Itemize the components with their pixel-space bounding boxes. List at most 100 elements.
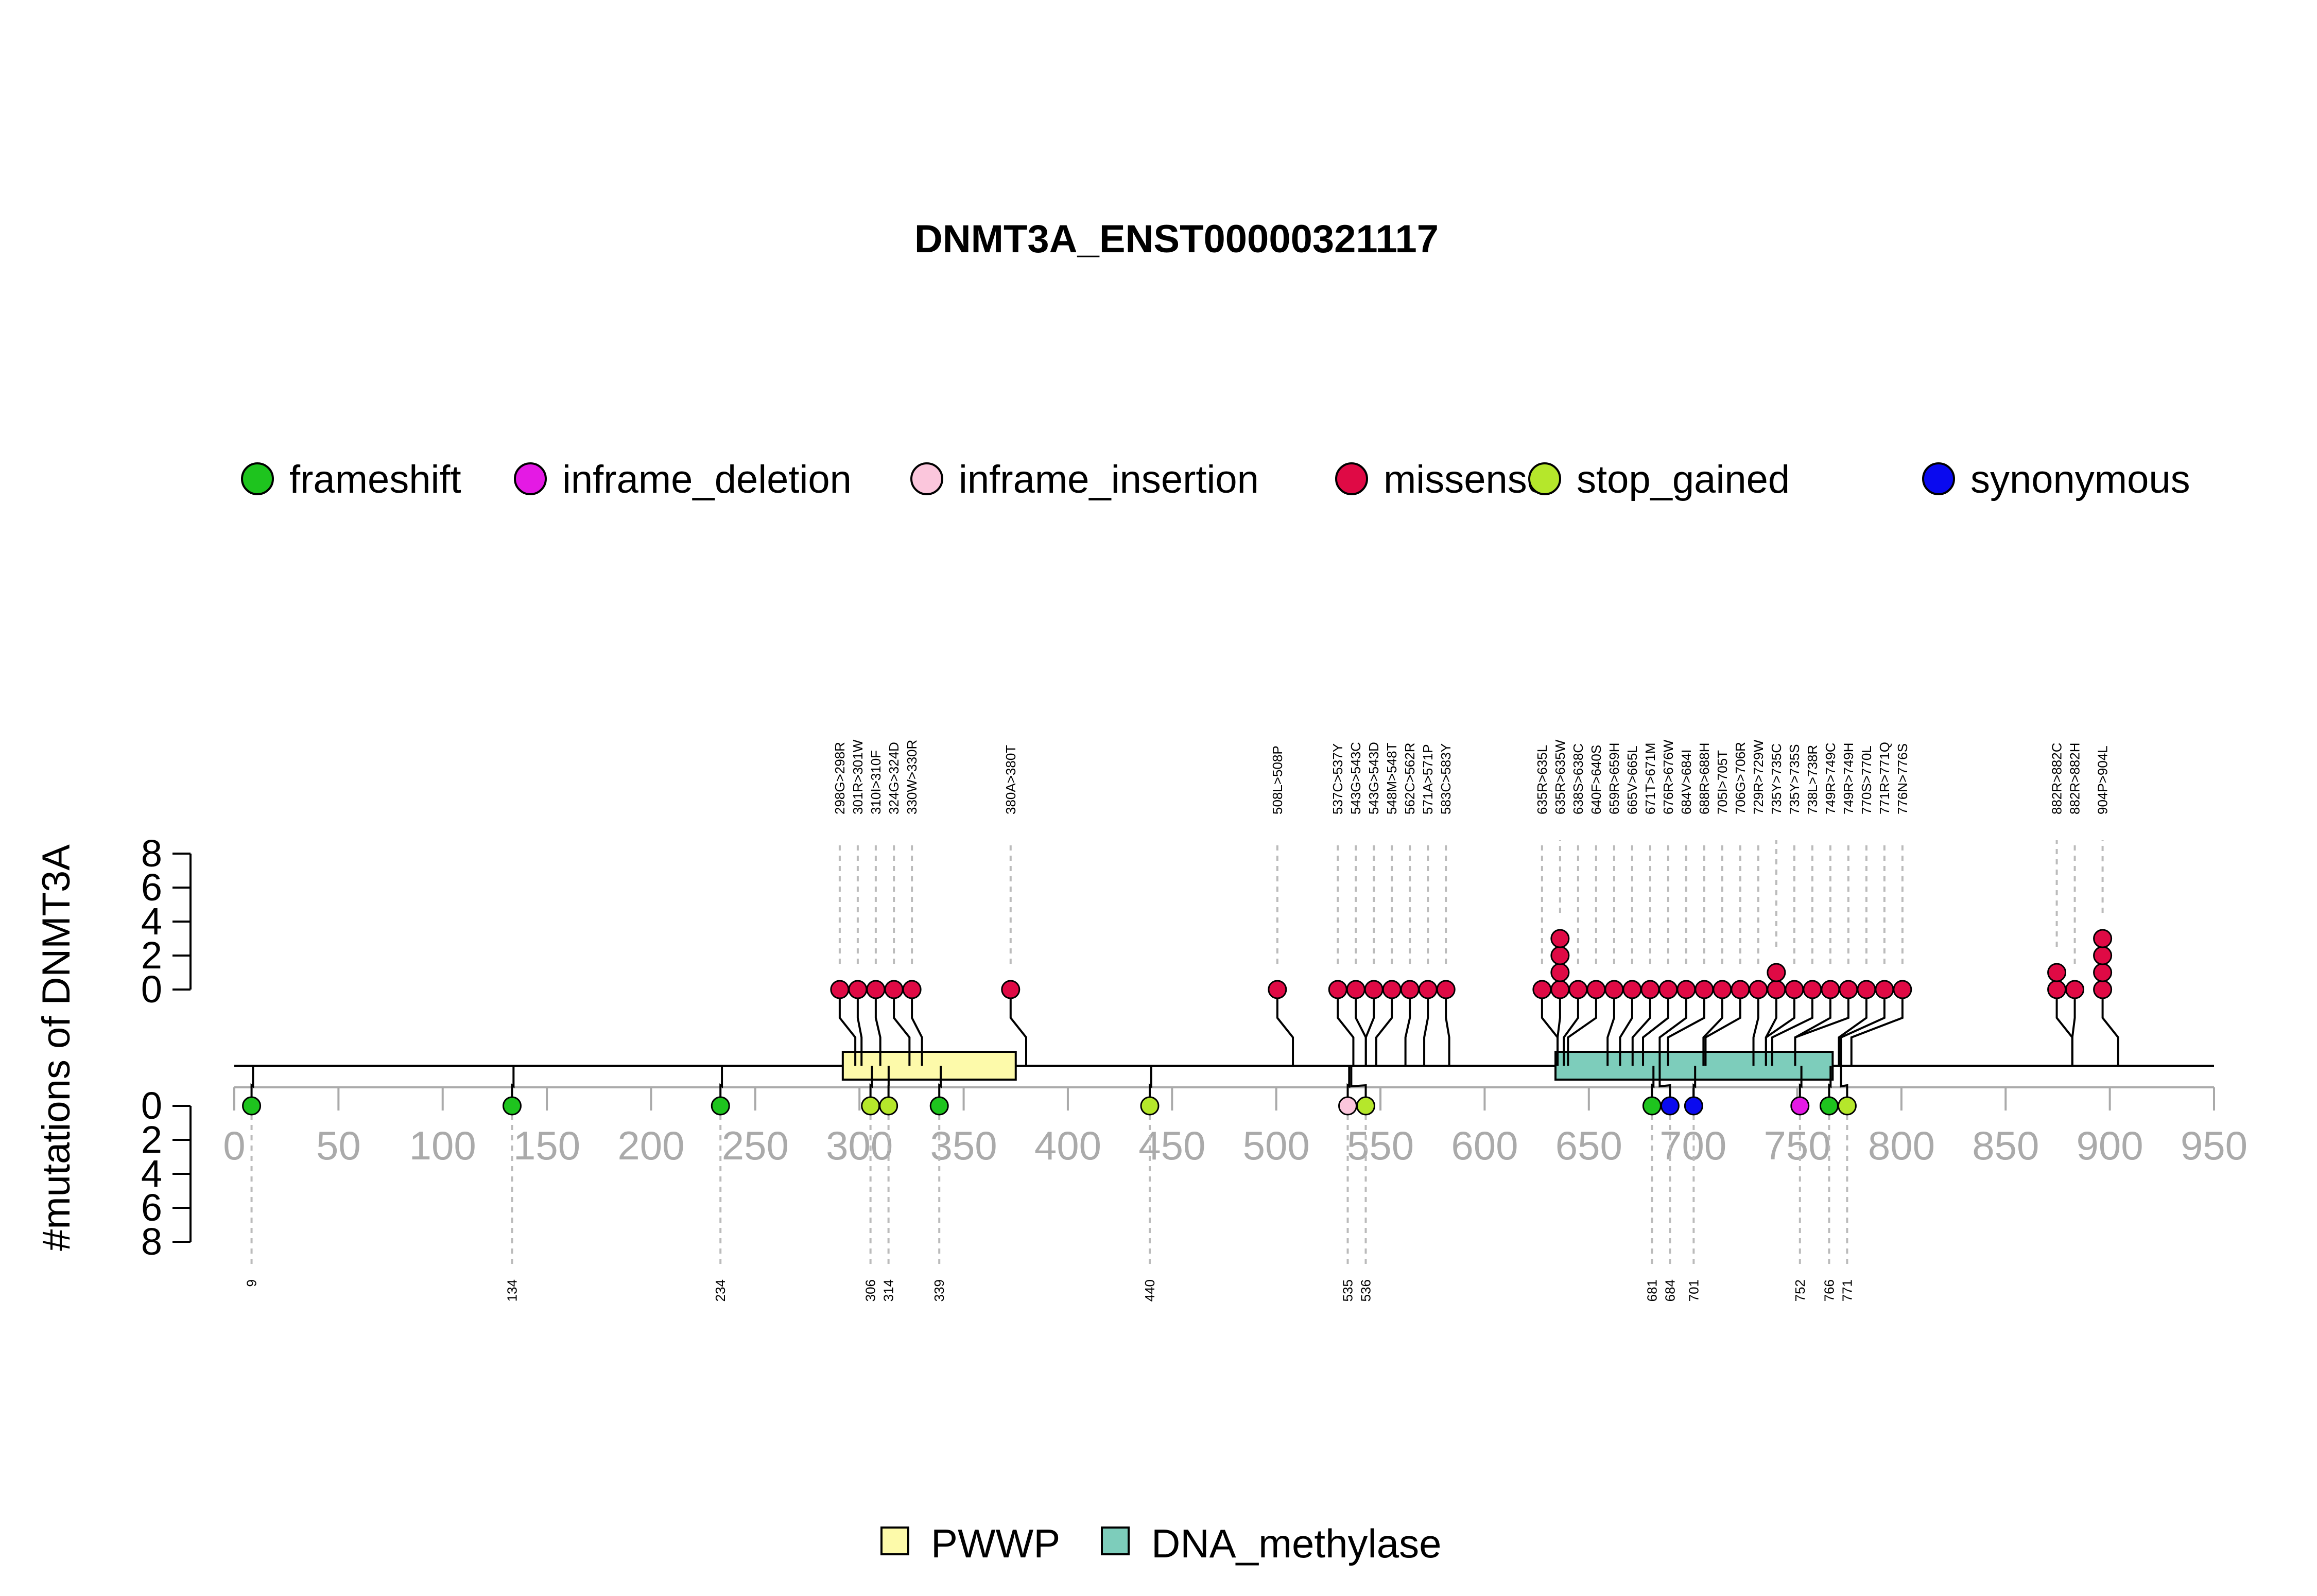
top-mutation-380a-380t: 380A>380T xyxy=(1001,745,1027,1066)
x-tick-label-250: 250 xyxy=(722,1123,789,1168)
top-stem-562c-562r xyxy=(1404,990,1411,1066)
top-label-735y-735s: 735Y>735S xyxy=(1787,744,1802,814)
legend-swatch-stop-gained xyxy=(1528,462,1561,495)
top-point-882r-882c-2 xyxy=(2047,963,2067,982)
top-mutation-310i-310f: 310I>310F xyxy=(866,750,886,1066)
top-mutation-882r-882h: 882R>882H xyxy=(2065,743,2085,1066)
x-tick-label-850: 850 xyxy=(1972,1123,2039,1168)
top-y-tick-label-2: 2 xyxy=(141,934,162,977)
x-tick-label-100: 100 xyxy=(409,1123,476,1168)
top-label-729r-729w: 729R>729W xyxy=(1751,739,1766,814)
bottom-mutation-339: 339 xyxy=(929,1066,949,1302)
top-mutation-706g-706r: 706G>706R xyxy=(1704,742,1750,1066)
top-label-684v-684i: 684V>684I xyxy=(1679,749,1694,814)
top-point-640f-640s-1 xyxy=(1586,980,1606,999)
bottom-mutation-440: 440 xyxy=(1140,1066,1160,1302)
top-stem-638s-638c xyxy=(1563,990,1579,1066)
bottom-label-771: 771 xyxy=(1839,1279,1855,1302)
y-axis-label: #mutations of DNMT3A xyxy=(34,844,78,1251)
top-stem-508l-508p xyxy=(1276,990,1294,1066)
bottom-label-684: 684 xyxy=(1662,1279,1678,1302)
top-label-882r-882h: 882R>882H xyxy=(2067,743,2083,815)
top-mutation-684v-684i: 684V>684I xyxy=(1658,749,1696,1066)
top-mutation-735y-735c: 735Y>735C xyxy=(1765,743,1786,1066)
top-mutation-571a-571p: 571A>571P xyxy=(1418,744,1438,1066)
y-axis-label-group: #mutations of DNMT3A xyxy=(34,844,78,1251)
top-stem-665v-665l xyxy=(1619,990,1633,1066)
bottom-point-9-1 xyxy=(242,1096,262,1116)
top-stem-904p-904l xyxy=(2101,990,2119,1066)
bottom-mutation-771: 771 xyxy=(1837,1066,1857,1302)
top-point-904p-904l-3 xyxy=(2093,946,2113,965)
legend-swatch-synonymous xyxy=(1922,462,1955,495)
bottom-point-752-1 xyxy=(1790,1096,1810,1116)
x-tick-label-50: 50 xyxy=(316,1123,361,1168)
bottom-label-535: 535 xyxy=(1340,1279,1355,1302)
top-stem-380a-380t xyxy=(1009,990,1027,1066)
top-label-301r-301w: 301R>301W xyxy=(850,739,866,814)
top-mutation-735y-735s: 735Y>735S xyxy=(1765,744,1804,1066)
top-label-705i-705t: 705I>705T xyxy=(1715,750,1730,814)
bottom-mutations-layer: 9 134 234 306 314 339 440 535 536 681 684 701 752 766… xyxy=(242,1066,1857,1302)
top-stem-882r-882h xyxy=(2071,990,2076,1066)
top-stem-537c-537y xyxy=(1337,990,1355,1066)
top-point-706g-706r-1 xyxy=(1731,980,1750,999)
top-label-735y-735c: 735Y>735C xyxy=(1769,743,1784,814)
top-stem-310i-310f xyxy=(874,990,881,1066)
top-stem-770s-770l xyxy=(1838,990,1868,1066)
top-point-638s-638c-1 xyxy=(1568,980,1588,999)
protein-backbone-layer xyxy=(234,1051,2214,1081)
x-tick-label-750: 750 xyxy=(1763,1123,1830,1168)
x-tick-label-450: 450 xyxy=(1138,1123,1205,1168)
top-label-571a-571p: 571A>571P xyxy=(1420,744,1436,814)
top-point-635r-635w-1 xyxy=(1550,980,1570,999)
top-mutation-770s-770l: 770S>770L xyxy=(1838,745,1876,1066)
top-label-770s-770l: 770S>770L xyxy=(1859,745,1874,814)
bottom-label-701: 701 xyxy=(1686,1279,1701,1302)
bottom-stem-306 xyxy=(869,1066,873,1106)
x-tick-label-900: 900 xyxy=(2077,1123,2143,1168)
bottom-mutation-234: 234 xyxy=(711,1066,730,1302)
bottom-point-684-1 xyxy=(1660,1096,1680,1116)
legend-swatch-inframe-insertion xyxy=(910,462,943,495)
top-mutations-layer: 298G>298R 301R>301W 310I>310F 324G>324D 330W… xyxy=(830,739,2119,1066)
domain-legend-label-pwwp: PWWP xyxy=(931,1521,1060,1566)
top-point-882r-882c-1 xyxy=(2047,980,2067,999)
top-point-749r-749h-1 xyxy=(1839,980,1858,999)
top-label-749r-749c: 749R>749C xyxy=(1823,743,1838,815)
bottom-label-234: 234 xyxy=(713,1279,728,1302)
bottom-y-tick-label-8: 8 xyxy=(141,1220,162,1263)
legend-swatch-frameshift xyxy=(241,462,274,495)
bottom-stem-134 xyxy=(511,1066,515,1106)
top-point-705i-705t-1 xyxy=(1713,980,1732,999)
top-label-298g-298r: 298G>298R xyxy=(832,742,848,814)
top-point-543g-543c-1 xyxy=(1346,980,1365,999)
top-point-583c-583y-1 xyxy=(1436,980,1456,999)
top-mutation-676r-676w: 676R>676W xyxy=(1642,739,1678,1066)
top-mutation-688r-688h: 688R>688H xyxy=(1667,743,1714,1066)
x-tick-label-950: 950 xyxy=(2181,1123,2247,1168)
top-mutation-729r-729w: 729R>729W xyxy=(1749,739,1768,1066)
top-point-676r-676w-1 xyxy=(1658,980,1678,999)
top-point-665v-665l-1 xyxy=(1622,980,1642,999)
top-point-729r-729w-1 xyxy=(1749,980,1768,999)
bottom-mutation-766: 766 xyxy=(1819,1066,1839,1302)
top-label-688r-688h: 688R>688H xyxy=(1697,743,1712,815)
top-point-298g-298r-1 xyxy=(830,980,850,999)
domain-legend: PWWP DNA_methylase xyxy=(880,1521,1442,1566)
bottom-point-681-1 xyxy=(1642,1096,1662,1116)
bottom-stem-771 xyxy=(1840,1066,1848,1106)
bottom-stem-339 xyxy=(938,1066,942,1106)
top-stem-330w-330r xyxy=(911,990,923,1066)
top-y-tick-label-8: 8 xyxy=(141,832,162,875)
top-stem-776n-776s xyxy=(1850,990,1904,1066)
legend-label-frameshift: frameshift xyxy=(289,458,461,501)
top-mutation-301r-301w: 301R>301W xyxy=(848,739,868,1066)
top-point-330w-330r-1 xyxy=(902,980,922,999)
bottom-label-306: 306 xyxy=(863,1279,878,1302)
x-tick-label-0: 0 xyxy=(223,1123,245,1168)
bottom-point-766-1 xyxy=(1819,1096,1839,1116)
bottom-mutation-306: 306 xyxy=(861,1066,880,1302)
top-label-659r-659h: 659R>659H xyxy=(1606,743,1622,815)
top-point-904p-904l-1 xyxy=(2093,980,2113,999)
